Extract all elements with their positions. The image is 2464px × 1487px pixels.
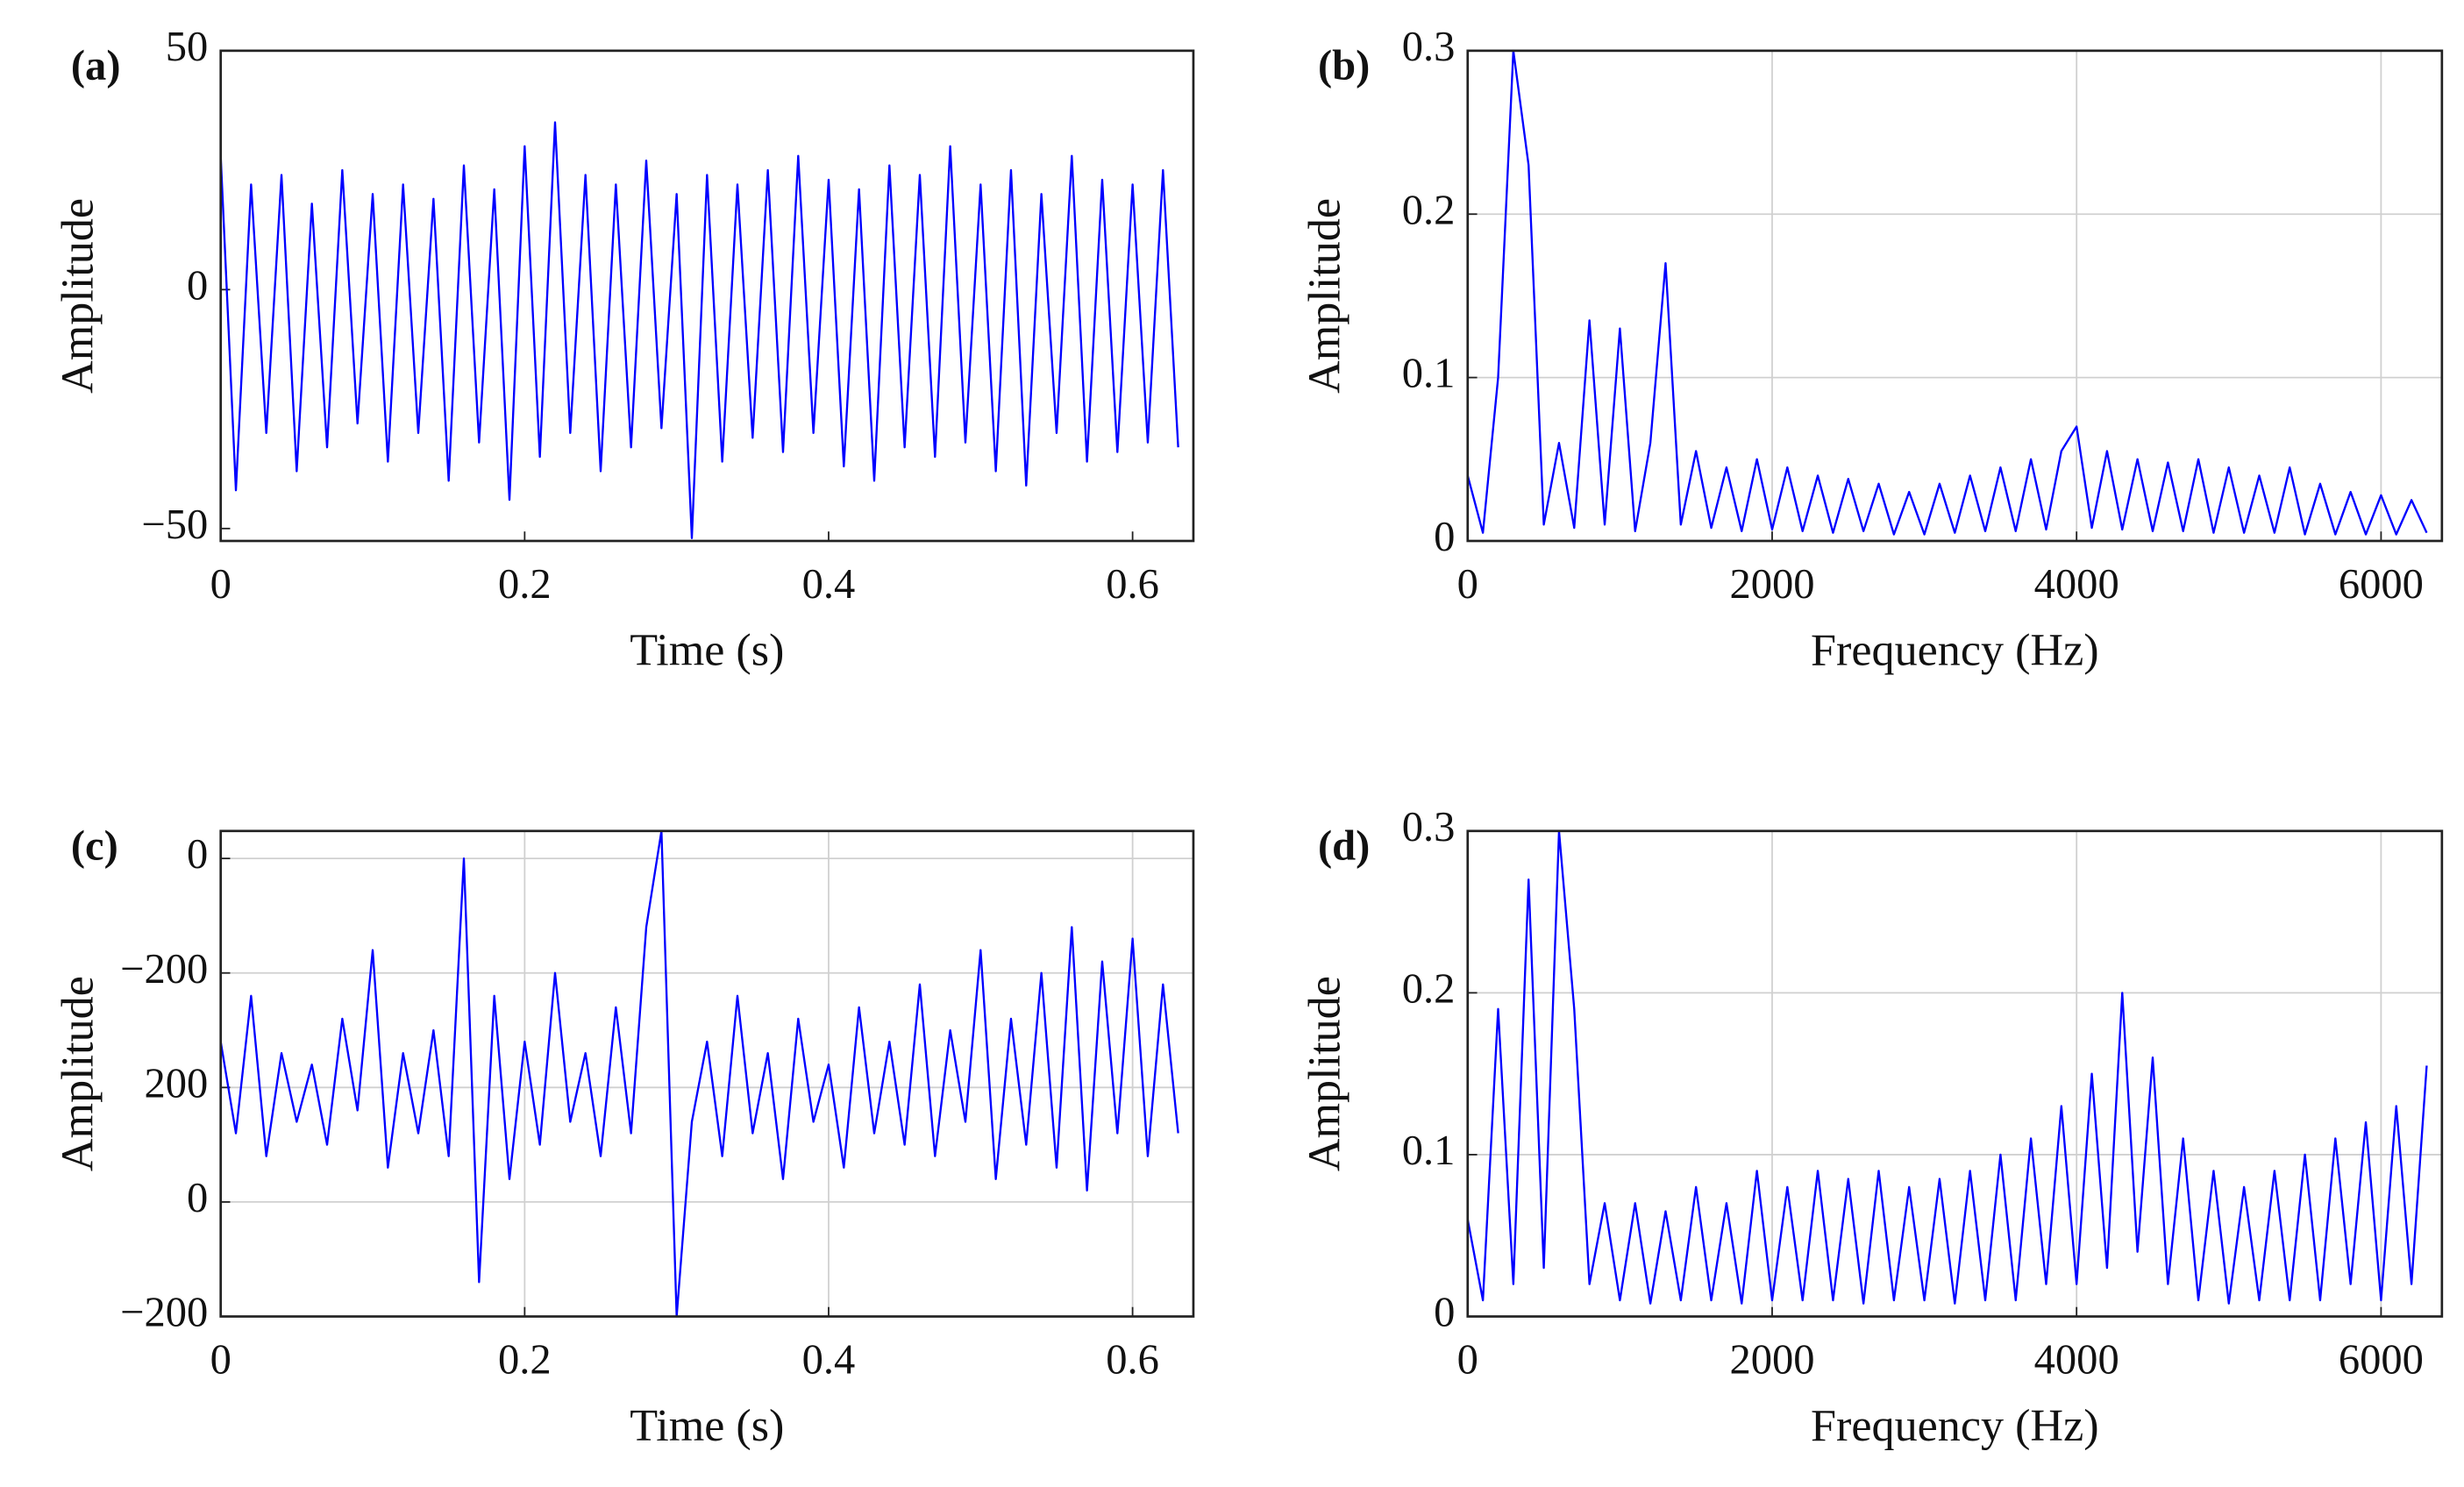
x-tick-label: 2000 [1729,1337,1814,1384]
y-axis-label: Amplitude [53,198,103,394]
signal-line [1466,49,2428,536]
panel-label: (b) [1318,43,1370,89]
x-tick-label: 0.2 [498,561,552,608]
x-axis-label: Time (s) [630,625,784,675]
y-tick-label: 0 [187,1175,208,1221]
y-tick-label: −200 [120,946,208,993]
y-tick-label: 0 [187,831,208,878]
plot-frame [219,49,1195,543]
x-tick-label: 0 [210,561,231,608]
plot-frame [219,829,1195,1318]
plot-frame [1466,829,2444,1318]
x-tick-label: 4000 [2034,561,2119,608]
panel-label: (c) [71,822,118,869]
x-axis-label: Time (s) [630,1401,784,1451]
y-tick-label: 0.2 [1402,965,1456,1012]
x-tick-label: 6000 [2339,561,2424,608]
y-tick-label: 0.1 [1402,1128,1456,1174]
y-tick-label: 0.1 [1402,351,1456,397]
y-tick-label: 0 [187,262,208,309]
y-axis-label: Amplitude [1300,976,1350,1171]
x-axis-label: Frequency (Hz) [1811,625,2099,675]
x-tick-label: 2000 [1729,561,1814,608]
y-tick-label: 0.3 [1402,804,1456,850]
y-tick-label: 0 [1434,514,1455,560]
panel-label: (d) [1318,822,1370,869]
x-tick-label: 0.4 [802,1337,856,1384]
y-tick-label: −200 [120,1290,208,1336]
y-tick-label: 0 [1434,1290,1455,1336]
x-tick-label: 0.4 [802,561,856,608]
y-tick-label: 0.3 [1402,24,1456,70]
y-tick-label: 50 [166,24,209,70]
y-axis-label: Amplitude [53,976,103,1171]
signal-line [219,121,1179,539]
plot-frame [1466,49,2444,543]
y-axis-label: Amplitude [1300,198,1350,394]
signal-line [219,829,1179,1318]
x-tick-label: 0.6 [1106,561,1159,608]
x-tick-label: 0.2 [498,1337,552,1384]
x-axis-label: Frequency (Hz) [1811,1401,2099,1451]
y-tick-label: 0.2 [1402,187,1456,233]
panel-label: (a) [71,43,121,89]
x-tick-label: 0.6 [1106,1337,1159,1384]
y-tick-label: −50 [141,502,208,548]
signal-line [1466,829,2428,1305]
y-tick-label: 200 [145,1060,209,1106]
x-tick-label: 0 [1457,561,1478,608]
x-tick-label: 0 [1457,1337,1478,1384]
x-tick-label: 4000 [2034,1337,2119,1384]
x-tick-label: 0 [210,1337,231,1384]
x-tick-label: 6000 [2339,1337,2424,1384]
